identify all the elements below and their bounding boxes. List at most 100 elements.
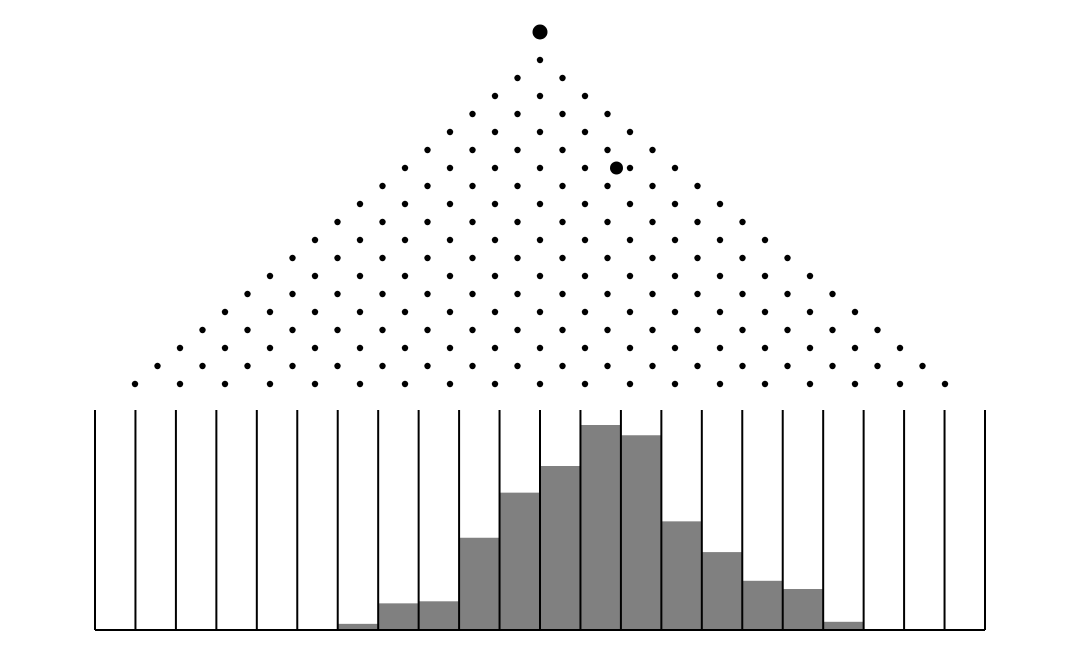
peg — [762, 345, 768, 351]
peg — [649, 219, 655, 225]
peg — [312, 381, 318, 387]
peg — [357, 381, 363, 387]
peg — [672, 381, 678, 387]
peg — [739, 291, 745, 297]
peg — [897, 381, 903, 387]
peg — [559, 183, 565, 189]
peg — [649, 363, 655, 369]
peg — [604, 219, 610, 225]
peg — [514, 255, 520, 261]
peg — [694, 363, 700, 369]
peg — [514, 183, 520, 189]
peg — [627, 381, 633, 387]
peg — [537, 93, 543, 99]
peg — [672, 345, 678, 351]
histogram-bar — [378, 603, 418, 630]
peg — [357, 201, 363, 207]
peg — [514, 327, 520, 333]
peg — [447, 309, 453, 315]
peg — [537, 309, 543, 315]
peg — [492, 237, 498, 243]
peg — [582, 381, 588, 387]
peg — [672, 165, 678, 171]
peg — [582, 273, 588, 279]
peg — [492, 201, 498, 207]
peg — [244, 327, 250, 333]
peg — [424, 291, 430, 297]
histogram-bar — [702, 552, 742, 630]
peg — [717, 309, 723, 315]
peg — [537, 345, 543, 351]
peg — [514, 291, 520, 297]
peg — [537, 57, 543, 63]
peg — [222, 381, 228, 387]
peg — [379, 291, 385, 297]
peg — [379, 255, 385, 261]
peg — [807, 273, 813, 279]
peg — [672, 309, 678, 315]
peg — [852, 309, 858, 315]
peg — [492, 273, 498, 279]
peg — [559, 363, 565, 369]
peg — [582, 237, 588, 243]
peg — [402, 381, 408, 387]
peg — [334, 219, 340, 225]
peg — [469, 363, 475, 369]
peg — [222, 309, 228, 315]
peg — [424, 327, 430, 333]
peg — [762, 381, 768, 387]
peg — [402, 201, 408, 207]
peg — [447, 129, 453, 135]
peg — [582, 93, 588, 99]
peg — [604, 111, 610, 117]
peg-triangle — [132, 57, 948, 387]
peg — [582, 129, 588, 135]
peg — [199, 363, 205, 369]
peg — [447, 201, 453, 207]
histogram-bar — [500, 493, 540, 630]
peg — [154, 363, 160, 369]
peg — [447, 345, 453, 351]
peg — [784, 255, 790, 261]
peg — [267, 381, 273, 387]
peg — [514, 147, 520, 153]
bins — [95, 410, 985, 630]
peg — [469, 327, 475, 333]
peg — [177, 381, 183, 387]
peg — [829, 327, 835, 333]
peg — [852, 381, 858, 387]
peg — [852, 345, 858, 351]
peg — [874, 363, 880, 369]
peg — [762, 309, 768, 315]
peg — [492, 345, 498, 351]
peg — [784, 363, 790, 369]
peg — [762, 237, 768, 243]
peg — [694, 219, 700, 225]
peg — [402, 345, 408, 351]
peg — [312, 345, 318, 351]
peg — [267, 309, 273, 315]
peg — [627, 201, 633, 207]
peg — [559, 75, 565, 81]
peg — [424, 363, 430, 369]
peg — [514, 111, 520, 117]
peg — [694, 327, 700, 333]
peg — [469, 219, 475, 225]
histogram-bar — [742, 581, 782, 630]
peg — [559, 111, 565, 117]
peg — [672, 201, 678, 207]
peg — [447, 237, 453, 243]
peg — [469, 147, 475, 153]
peg — [492, 129, 498, 135]
peg — [514, 219, 520, 225]
peg — [582, 165, 588, 171]
peg — [829, 363, 835, 369]
peg — [334, 327, 340, 333]
peg — [807, 381, 813, 387]
peg — [334, 291, 340, 297]
peg — [424, 255, 430, 261]
peg — [357, 309, 363, 315]
histogram-bar — [580, 425, 620, 630]
peg — [514, 363, 520, 369]
peg — [604, 183, 610, 189]
